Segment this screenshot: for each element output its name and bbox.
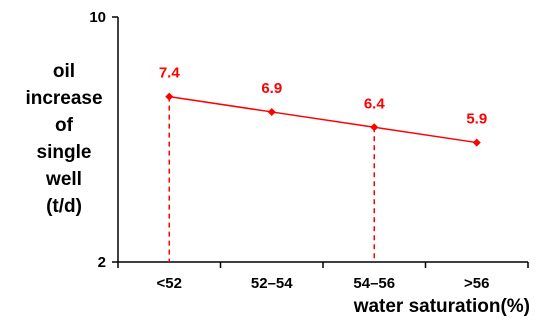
x-tick-label: 54–56 <box>353 275 395 292</box>
y-axis-title-line: single <box>37 142 92 163</box>
y-axis-title: oil increase of single well (t/d) <box>25 61 102 217</box>
data-point <box>472 138 481 147</box>
marks <box>112 16 529 268</box>
x-tick-label: <52 <box>157 275 182 292</box>
data-point <box>267 107 276 116</box>
y-axis-title-line: increase <box>25 88 102 109</box>
y-axis-title-line: well <box>45 169 82 190</box>
y-axis-title-line: of <box>55 115 74 136</box>
x-tick-label: >56 <box>464 275 489 292</box>
y-tick-label: 10 <box>89 9 106 26</box>
data-label: 7.4 <box>159 65 181 82</box>
data-label: 5.9 <box>466 111 487 128</box>
data-label: 6.4 <box>364 95 386 112</box>
axes <box>117 17 528 263</box>
labels: water saturation(%) oil increase of single w… <box>25 9 530 317</box>
x-tick-label: 52–54 <box>251 275 293 292</box>
y-axis-title-line: oil <box>53 61 75 82</box>
series-line <box>169 95 477 144</box>
y-tick-label: 2 <box>98 254 106 271</box>
data-point <box>165 92 174 101</box>
x-axis-title: water saturation(%) <box>353 296 530 317</box>
data-label: 6.9 <box>261 80 282 97</box>
data-point <box>370 123 379 132</box>
y-axis-title-line: (t/d) <box>46 196 82 217</box>
